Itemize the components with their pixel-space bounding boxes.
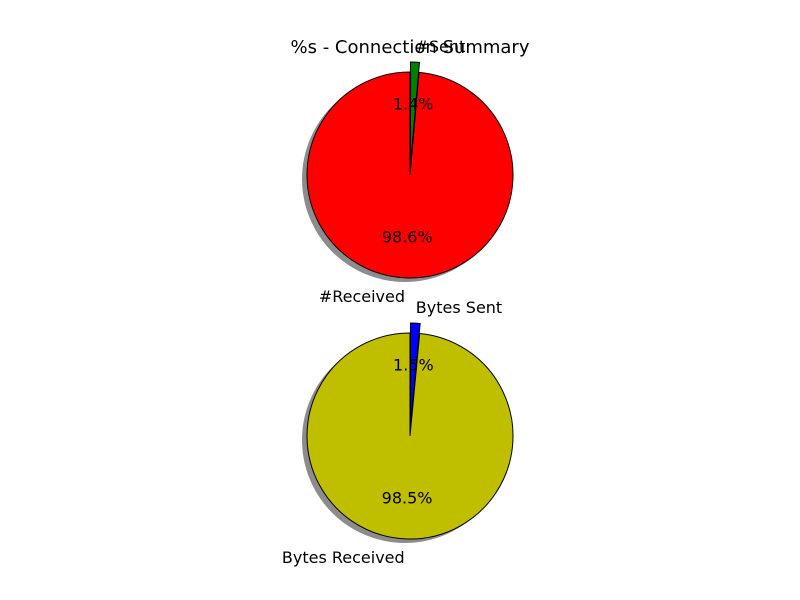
pie-chart-bytes: 1.5% Bytes Sent 98.5% Bytes Received: [282, 298, 514, 567]
pct-label-sent: 1.4%: [393, 94, 434, 113]
pie-slice-bytes-sent: [409, 322, 421, 427]
pct-label-bytes-sent: 1.5%: [393, 355, 434, 374]
chart-title: %s - Connection Summary: [291, 37, 530, 58]
pct-label-received: 98.6%: [382, 228, 433, 247]
slice-label-sent: #Sent: [415, 37, 465, 56]
pie-slice-bytes-received: [306, 332, 514, 540]
slice-label-bytes-received: Bytes Received: [282, 548, 405, 567]
pie-chart-connections: 1.4% #Sent 98.6% #Received: [302, 37, 514, 306]
pie-slice-received: [306, 71, 514, 279]
pie-slice-sent: [409, 61, 421, 166]
slice-label-received: #Received: [319, 287, 405, 306]
slice-label-bytes-sent: Bytes Sent: [416, 298, 502, 317]
pct-label-bytes-received: 98.5%: [382, 489, 433, 508]
